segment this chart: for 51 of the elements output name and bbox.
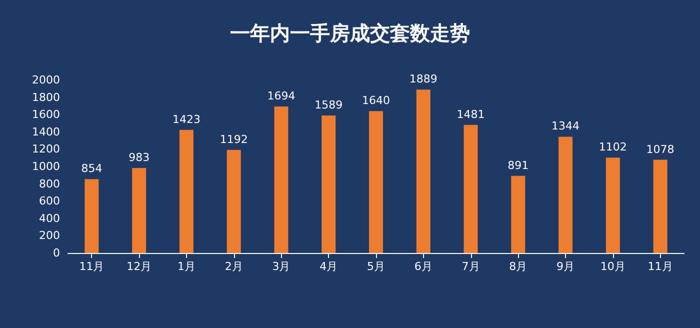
data-label: 1694 (267, 89, 296, 102)
bar (322, 116, 336, 253)
y-tick-label: 400 (39, 212, 60, 225)
y-tick-label: 600 (39, 194, 60, 208)
y-tick-label: 1600 (32, 108, 60, 122)
x-tick-label: 4月 (320, 260, 338, 273)
data-label: 1192 (220, 132, 248, 146)
bar (416, 90, 430, 253)
bar (511, 176, 526, 253)
y-tick-label: 1800 (32, 90, 60, 104)
x-tick-label: 11月 (79, 260, 104, 273)
y-tick-label: 1000 (32, 160, 60, 173)
y-tick-label: 1400 (32, 125, 60, 138)
y-tick-label: 1200 (32, 142, 60, 156)
x-tick-label: 9月 (556, 260, 575, 273)
bar (84, 179, 99, 253)
chart-title: 一年内一手房成交套数走势 (230, 21, 470, 45)
data-label: 1078 (646, 142, 674, 156)
data-label: 983 (128, 150, 150, 164)
data-label: 1344 (552, 120, 580, 133)
bar (274, 106, 288, 253)
data-label: 1640 (362, 94, 390, 108)
y-tick-label: 0 (53, 246, 60, 260)
bar (558, 136, 573, 253)
bar (653, 160, 668, 253)
data-label: 891 (508, 158, 529, 172)
x-tick-label: 10月 (600, 260, 626, 273)
y-tick-label: 200 (39, 229, 60, 242)
data-label: 1481 (456, 108, 485, 121)
x-tick-label: 2月 (224, 260, 243, 273)
x-tick-label: 8月 (509, 260, 528, 273)
x-tick-label: 5月 (367, 260, 385, 273)
y-tick-label: 800 (39, 177, 60, 190)
x-tick-label: 3月 (272, 260, 290, 273)
bar (369, 111, 383, 253)
data-label: 1589 (314, 98, 343, 112)
x-tick-label: 11月 (648, 260, 673, 273)
x-tick-label: 12月 (126, 260, 152, 273)
y-tick-label: 2000 (32, 74, 60, 86)
data-label: 1889 (409, 72, 438, 86)
x-tick-label: 6月 (414, 260, 432, 273)
data-label: 1423 (172, 112, 200, 126)
bar (226, 150, 241, 253)
bar (464, 124, 478, 253)
data-label: 1102 (598, 140, 627, 154)
bar (606, 158, 620, 253)
data-label: 854 (81, 162, 102, 176)
bar (132, 168, 146, 253)
bar (179, 130, 194, 253)
x-tick-label: 1月 (177, 260, 196, 273)
x-tick-label: 7月 (462, 260, 480, 273)
